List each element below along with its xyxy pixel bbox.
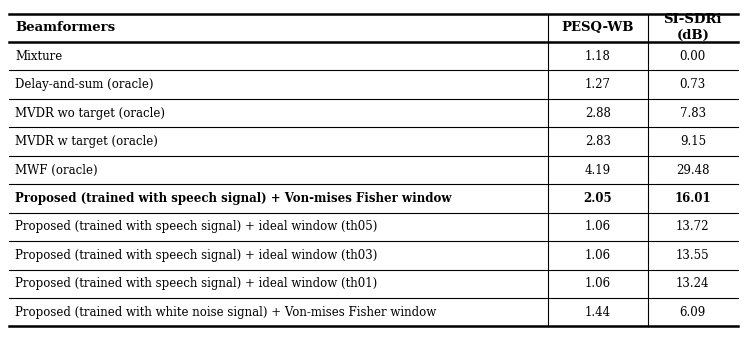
Text: 2.88: 2.88	[585, 107, 611, 120]
Text: 1.27: 1.27	[585, 78, 611, 91]
Text: Proposed (trained with speech signal) + ideal window (th01): Proposed (trained with speech signal) + …	[15, 277, 377, 290]
Text: PESQ-WB: PESQ-WB	[562, 21, 634, 34]
Text: 6.09: 6.09	[680, 306, 706, 319]
Text: 0.00: 0.00	[680, 50, 706, 63]
Text: 29.48: 29.48	[676, 164, 710, 176]
Text: 1.06: 1.06	[585, 249, 611, 262]
Text: 4.19: 4.19	[585, 164, 611, 176]
Text: Mixture: Mixture	[15, 50, 62, 63]
Text: MVDR w target (oracle): MVDR w target (oracle)	[15, 135, 158, 148]
Text: Proposed (trained with speech signal) + ideal window (th05): Proposed (trained with speech signal) + …	[15, 220, 377, 233]
Text: 13.72: 13.72	[676, 220, 710, 233]
Text: Proposed (trained with speech signal) + ideal window (th03): Proposed (trained with speech signal) + …	[15, 249, 377, 262]
Text: Proposed (trained with speech signal) + Von-mises Fisher window: Proposed (trained with speech signal) + …	[15, 192, 451, 205]
Text: 1.06: 1.06	[585, 277, 611, 290]
Text: 16.01: 16.01	[675, 192, 711, 205]
Text: 1.44: 1.44	[585, 306, 611, 319]
Text: Beamformers: Beamformers	[15, 21, 115, 34]
Text: 13.24: 13.24	[676, 277, 710, 290]
Text: SI-SDRi
(dB): SI-SDRi (dB)	[663, 13, 722, 42]
Text: MVDR wo target (oracle): MVDR wo target (oracle)	[15, 107, 165, 120]
Text: Proposed (trained with white noise signal) + Von-mises Fisher window: Proposed (trained with white noise signa…	[15, 306, 436, 319]
Text: MWF (oracle): MWF (oracle)	[15, 164, 98, 176]
Text: 1.06: 1.06	[585, 220, 611, 233]
Text: 2.83: 2.83	[585, 135, 611, 148]
Text: 13.55: 13.55	[676, 249, 710, 262]
Text: Delay-and-sum (oracle): Delay-and-sum (oracle)	[15, 78, 153, 91]
Text: 2.05: 2.05	[583, 192, 613, 205]
Text: 1.18: 1.18	[585, 50, 611, 63]
Text: 0.73: 0.73	[680, 78, 706, 91]
Text: 9.15: 9.15	[680, 135, 706, 148]
Text: 7.83: 7.83	[680, 107, 706, 120]
